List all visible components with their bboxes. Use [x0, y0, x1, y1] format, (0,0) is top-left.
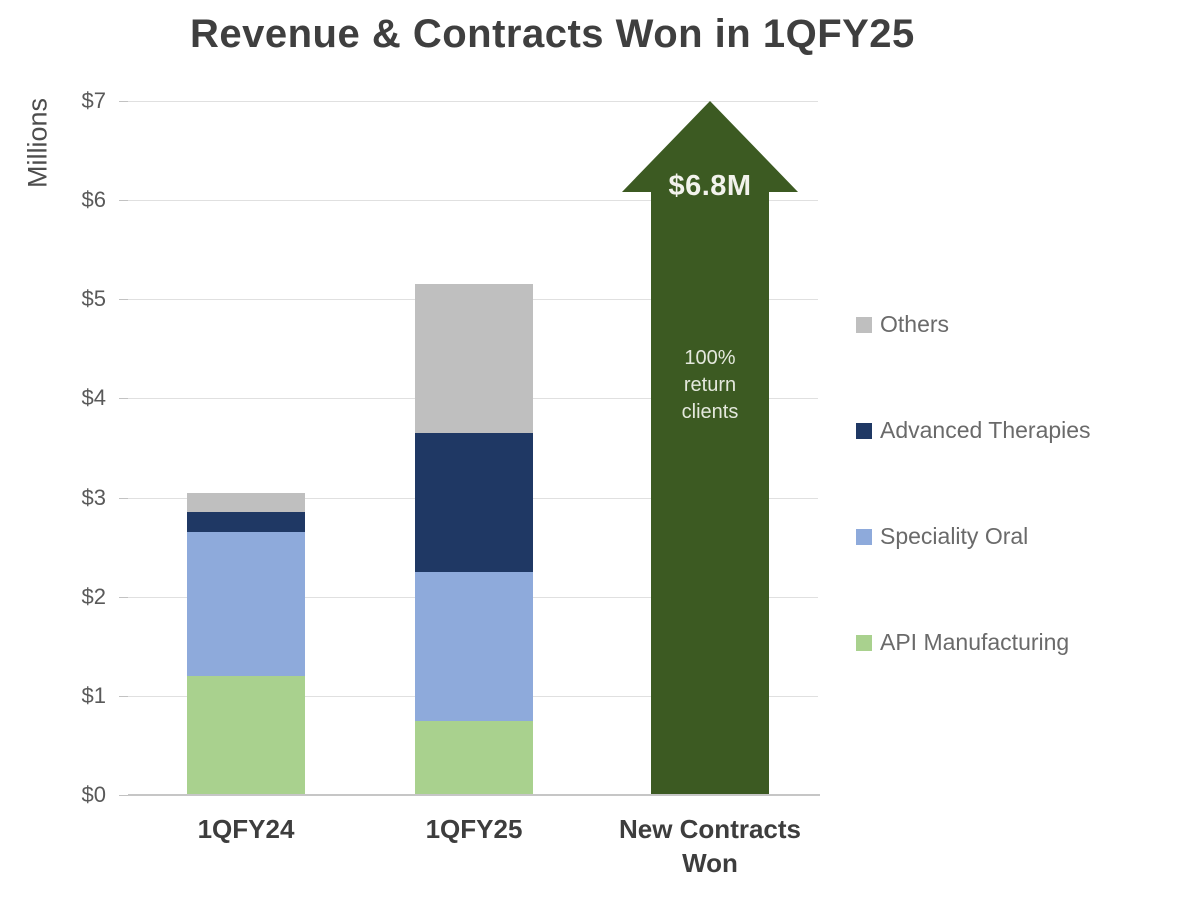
y-tick-label-5: $5	[81, 286, 106, 312]
gridline-7	[128, 101, 818, 102]
x-axis-label-1qfy25: 1QFY25	[425, 814, 523, 844]
legend-label-api-manufacturing: API Manufacturing	[880, 629, 1070, 655]
y-tick-mark-0	[119, 795, 128, 796]
arrow-annotation-line-2: return	[683, 374, 737, 396]
x-axis-label-new-contracts-won: New Contracts Won	[618, 814, 802, 878]
y-tick-mark-5	[119, 299, 128, 301]
growth-arrow-shape	[622, 101, 798, 795]
legend-swatch-others	[856, 316, 872, 333]
chart-title: Revenue & Contracts Won in 1QFY25	[190, 12, 915, 56]
legend-label-speciality-oral: Speciality Oral	[880, 523, 1029, 549]
bar-segment-1qfy24-speciality-oral	[187, 532, 305, 677]
bar-segment-1qfy24-advanced-therapies	[187, 512, 305, 533]
bar-segment-1qfy25-speciality-oral	[415, 571, 533, 721]
bar-segment-1qfy24-api-manufacturing	[187, 676, 305, 795]
bar-segment-1qfy25-advanced-therapies	[415, 433, 533, 572]
x-axis-label-1qfy24: 1QFY24	[197, 814, 295, 844]
y-tick-mark-6	[119, 200, 128, 202]
legend-item-speciality-oral: Speciality Oral	[856, 523, 1028, 550]
y-tick-mark-1	[119, 695, 128, 697]
gridline-6	[128, 200, 818, 202]
y-tick-label-7: $7	[81, 88, 106, 113]
y-tick-label-1: $1	[81, 682, 106, 708]
arrow-annotation-line-3: clients	[681, 401, 739, 423]
y-tick-label-0: $0	[81, 782, 106, 807]
y-tick-label-3: $3	[81, 484, 106, 510]
legend-swatch-advanced-therapies	[856, 422, 872, 439]
arrow-annotation: 100% return clients	[610, 345, 810, 426]
legend-label-others: Others	[880, 311, 950, 337]
y-tick-label-6: $6	[81, 187, 106, 213]
y-tick-mark-7	[119, 101, 128, 102]
legend-item-others: Others	[856, 311, 949, 338]
bar-segment-1qfy25-others	[415, 284, 533, 434]
bar-segment-1qfy25-api-manufacturing	[415, 720, 533, 795]
legend-label-advanced-therapies: Advanced Therapies	[880, 417, 1091, 443]
bar-segment-1qfy24-others	[187, 492, 305, 513]
arrow-annotation-line-1: 100%	[684, 347, 736, 369]
y-tick-mark-4	[119, 398, 128, 400]
x-axis-line	[128, 794, 820, 796]
legend-swatch-speciality-oral	[856, 528, 872, 545]
legend-item-advanced-therapies: Advanced Therapies	[856, 417, 1091, 444]
legend-item-api-manufacturing: API Manufacturing	[856, 629, 1069, 656]
legend-swatch-api-manufacturing	[856, 634, 872, 651]
arrow-value-label: $6.8M	[668, 170, 752, 202]
y-tick-label-2: $2	[81, 583, 106, 609]
y-tick-mark-3	[119, 497, 128, 499]
y-tick-mark-2	[119, 596, 128, 598]
y-tick-label-4: $4	[81, 385, 106, 411]
